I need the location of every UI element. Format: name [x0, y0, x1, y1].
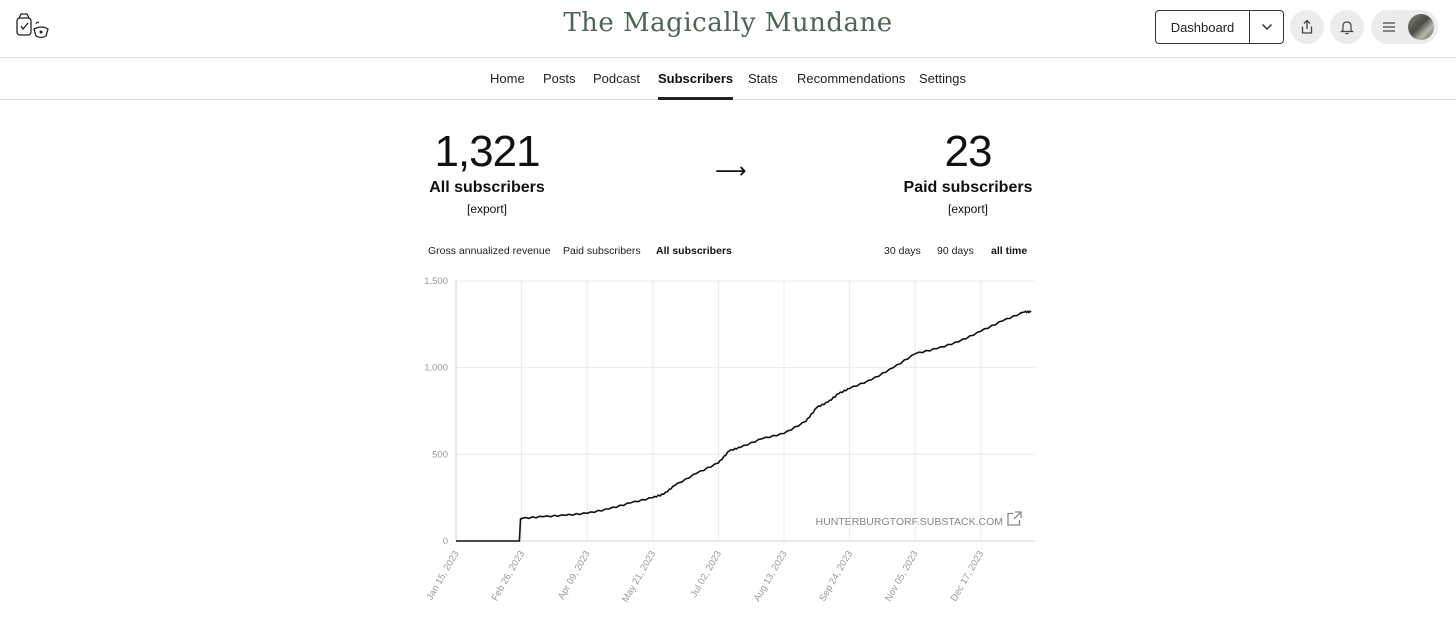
- all-subscribers-export-link[interactable]: [export]: [466, 202, 508, 216]
- y-tick-label: 1,500: [424, 276, 448, 287]
- x-tick-label: May 21, 2023: [620, 549, 658, 604]
- range-tab-all-time[interactable]: all time: [991, 245, 1028, 257]
- y-tick-label: 500: [432, 449, 448, 460]
- share-icon: [1301, 19, 1313, 34]
- chevron-down-icon: [1261, 23, 1272, 31]
- range-tab-30-days[interactable]: 30 days: [884, 245, 921, 257]
- nav-item-home[interactable]: Home: [490, 71, 525, 86]
- metric-tab-all-subscribers[interactable]: All subscribers: [656, 245, 732, 257]
- paid-subscribers-count: 23: [944, 127, 993, 176]
- arrow-icon: ⟶: [715, 158, 747, 183]
- metric-tab-gross-revenue[interactable]: Gross annualized revenue: [428, 245, 551, 257]
- active-tab-underline: [658, 97, 734, 100]
- all-subscribers-line: [456, 310, 1032, 542]
- bell-icon: [1340, 21, 1354, 35]
- x-tick-label: Aug 13, 2023: [752, 549, 790, 603]
- nav-item-subscribers-label: Subscribers: [658, 71, 734, 86]
- logo-icon[interactable]: [14, 12, 52, 42]
- dashboard-button-group: Dashboard: [1155, 10, 1284, 44]
- x-tick-label: Jan 15, 2023: [425, 549, 462, 602]
- share-button[interactable]: [1290, 10, 1324, 44]
- x-tick-label: Jul 02, 2023: [689, 549, 724, 599]
- x-tick-label: Feb 26, 2023: [490, 549, 528, 603]
- all-subscribers-label: All subscribers: [429, 179, 545, 196]
- all-subscribers-stat: 1,321 All subscribers [export]: [387, 127, 587, 217]
- dashboard-button[interactable]: Dashboard: [1156, 11, 1250, 43]
- menu-icon: [1383, 22, 1395, 32]
- paid-subscribers-export-link[interactable]: [export]: [947, 202, 989, 216]
- dashboard-nav: Home Posts Podcast Subscribers Stats Rec…: [0, 58, 1456, 100]
- avatar: [1408, 14, 1434, 40]
- chart-x-axis: Jan 15, 2023 Feb 26, 2023 Apr 09, 2023 May …: [425, 549, 987, 604]
- account-menu-button[interactable]: [1371, 10, 1438, 44]
- chart-y-axis: 0 500 1,000 1,500: [424, 276, 448, 547]
- site-title[interactable]: The Magically Mundane: [563, 8, 893, 38]
- dashboard-dropdown-button[interactable]: [1250, 11, 1283, 43]
- paid-subscribers-stat: 23 Paid subscribers [export]: [868, 127, 1068, 217]
- y-tick-label: 1,000: [424, 363, 448, 374]
- metric-tab-paid-subscribers[interactable]: Paid subscribers: [563, 245, 641, 257]
- chart-watermark-text: HUNTERBURGTORF.SUBSTACK.COM: [816, 516, 1003, 528]
- nav-item-podcast[interactable]: Podcast: [593, 71, 640, 86]
- paid-subscribers-label: Paid subscribers: [903, 179, 1033, 196]
- nav-item-posts[interactable]: Posts: [543, 71, 576, 86]
- x-tick-label: Sep 24, 2023: [817, 549, 855, 603]
- y-tick-label: 0: [443, 536, 448, 547]
- nav-item-stats[interactable]: Stats: [748, 71, 778, 86]
- notifications-button[interactable]: [1330, 10, 1364, 44]
- x-tick-label: Dec 17, 2023: [949, 549, 987, 603]
- range-tab-90-days[interactable]: 90 days: [937, 245, 974, 257]
- external-link-icon[interactable]: [1007, 511, 1022, 526]
- nav-item-recommendations[interactable]: Recommendations: [797, 71, 906, 86]
- top-header: The Magically Mundane Dashboard: [0, 0, 1456, 58]
- all-subscribers-count: 1,321: [434, 127, 540, 176]
- nav-item-settings[interactable]: Settings: [919, 71, 966, 86]
- chart-grid: [455, 280, 1035, 542]
- nav-item-subscribers[interactable]: Subscribers: [658, 58, 734, 100]
- x-tick-label: Apr 09, 2023: [556, 549, 593, 602]
- x-tick-label: Nov 05, 2023: [883, 549, 921, 603]
